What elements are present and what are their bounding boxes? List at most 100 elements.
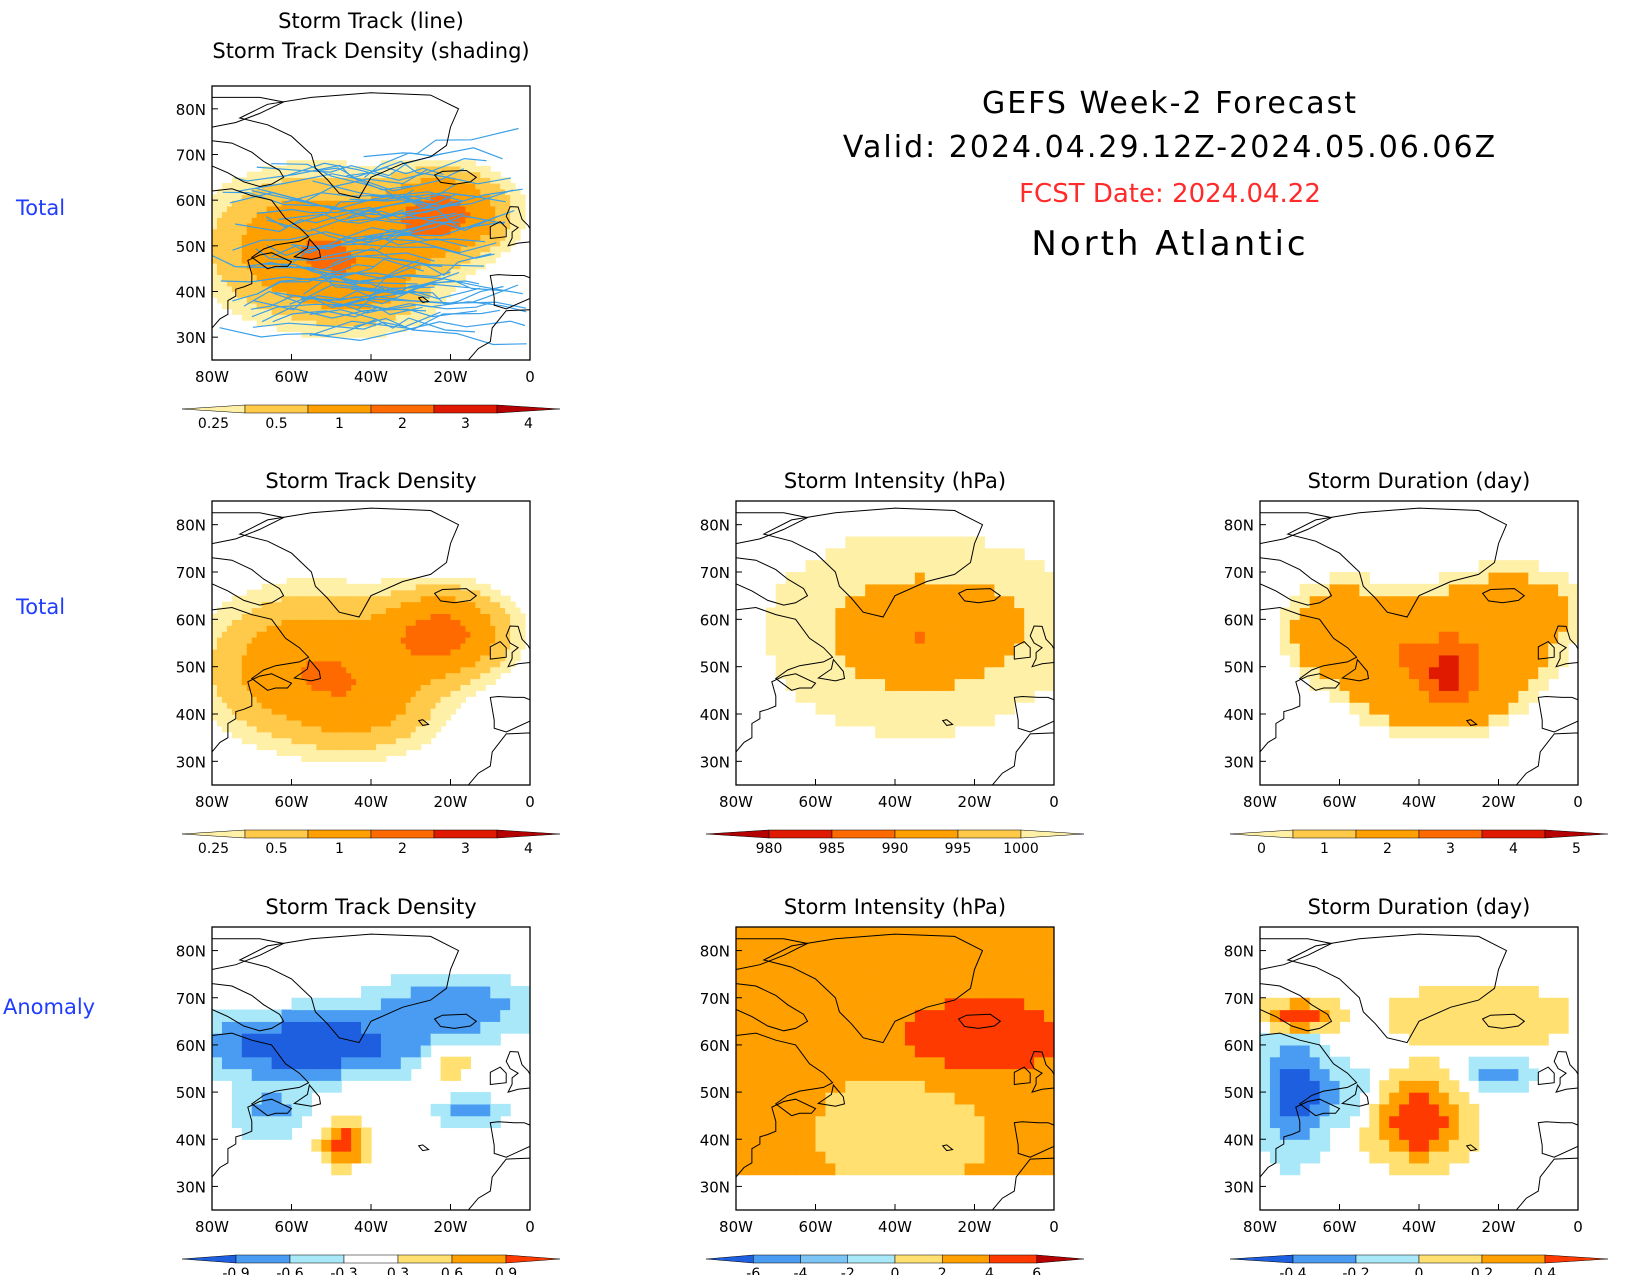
- field-cell: [331, 1162, 342, 1176]
- field-cell: [286, 177, 293, 184]
- storm-track-line: [243, 290, 376, 307]
- field-cell: [450, 1009, 462, 1022]
- field-cell: [1399, 678, 1410, 691]
- coastline: [816, 658, 846, 682]
- field-cell: [390, 625, 397, 632]
- field-cell: [361, 188, 367, 196]
- field-cell: [301, 165, 308, 173]
- field-cell: [475, 631, 481, 638]
- field-cell: [410, 1009, 422, 1022]
- field-cell: [425, 684, 432, 691]
- field-cell: [390, 200, 397, 207]
- field-cell: [410, 188, 417, 196]
- field-cell: [380, 325, 387, 333]
- field-cell: [405, 619, 412, 626]
- field-cell: [904, 1056, 916, 1070]
- field-cell: [306, 625, 312, 632]
- field-cell: [380, 1033, 392, 1046]
- field-cell: [296, 308, 303, 315]
- field-cell: [460, 684, 467, 691]
- colorbar-label: 0.5: [265, 841, 287, 857]
- field-cell: [1279, 631, 1291, 644]
- field-cell: [212, 1021, 223, 1034]
- field-cell: [291, 251, 298, 258]
- field-cell: [1319, 595, 1331, 609]
- field-cell: [301, 262, 308, 270]
- field-cell: [480, 654, 486, 662]
- field-cell: [914, 619, 926, 632]
- field-cell: [505, 643, 511, 650]
- field-cell: [271, 188, 278, 196]
- field-cell: [1309, 583, 1321, 597]
- field-cell: [885, 1033, 896, 1046]
- field-cell: [875, 1103, 886, 1117]
- field-cell: [276, 314, 283, 321]
- field-cell: [855, 631, 866, 644]
- field-cell: [261, 601, 268, 609]
- field-cell: [321, 1080, 332, 1093]
- field-cell: [361, 1139, 372, 1152]
- field-cell: [865, 1103, 876, 1117]
- field-cell: [425, 613, 432, 620]
- field-cell: [271, 583, 278, 591]
- field-cell: [875, 643, 886, 656]
- field-cell: [410, 1056, 422, 1070]
- field-cell: [1428, 595, 1440, 609]
- field-cell: [361, 643, 367, 650]
- field-cell: [336, 245, 342, 253]
- field-cell: [480, 1033, 491, 1046]
- field-cell: [236, 200, 243, 207]
- field-cell: [885, 654, 896, 668]
- field-cell: [460, 188, 467, 196]
- field-cell: [361, 183, 367, 190]
- field-cell: [405, 731, 412, 739]
- field-cell: [231, 631, 238, 638]
- field-cell: [231, 280, 238, 287]
- field-cell: [276, 171, 283, 178]
- field-cell: [291, 643, 298, 650]
- field-cell: [311, 1044, 322, 1058]
- field-cell: [775, 1056, 787, 1070]
- field-cell: [1034, 607, 1045, 620]
- field-cell: [241, 291, 248, 298]
- field-cell: [371, 177, 377, 184]
- field-cell: [825, 1068, 836, 1081]
- field-cell: [405, 708, 412, 715]
- field-cell: [1419, 607, 1430, 620]
- field-cell: [271, 1115, 283, 1129]
- field-cell: [815, 927, 827, 940]
- field-cell: [216, 251, 223, 258]
- field-cell: [934, 583, 946, 597]
- field-cell: [395, 183, 402, 190]
- field-cell: [450, 1068, 462, 1081]
- field-cell: [341, 637, 347, 644]
- field-cell: [795, 1139, 807, 1152]
- field-cell: [430, 200, 437, 207]
- field-cell: [351, 223, 357, 230]
- field-cell: [415, 583, 422, 591]
- field-cell: [405, 613, 412, 620]
- map-field: [1260, 507, 1578, 785]
- field-cell: [371, 631, 377, 638]
- field-cell: [256, 714, 263, 721]
- field-cell: [994, 548, 1005, 561]
- field-cell: [1014, 595, 1025, 609]
- field-cell: [226, 696, 233, 703]
- storm-track-line: [272, 306, 423, 323]
- field-cell: [425, 285, 432, 293]
- field-cell: [1488, 678, 1500, 691]
- field-cell: [924, 927, 936, 940]
- field-cell: [226, 183, 233, 190]
- field-cell: [470, 211, 476, 218]
- field-cell: [505, 654, 511, 662]
- field-cell: [281, 1080, 293, 1093]
- field-cell: [1478, 690, 1490, 703]
- field-cell: [835, 1033, 846, 1046]
- field-cell: [266, 660, 273, 668]
- field-cell: [385, 714, 392, 721]
- field-cell: [221, 200, 228, 207]
- field-cell: [380, 607, 387, 615]
- field-cell: [795, 1162, 807, 1176]
- field-cell: [341, 1009, 352, 1022]
- field-cell: [266, 731, 273, 739]
